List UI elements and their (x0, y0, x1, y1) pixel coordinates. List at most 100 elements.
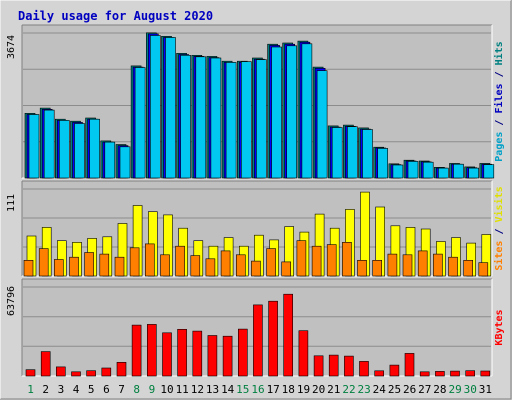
kbytes-bar-kbytes-day-18 (283, 293, 294, 377)
x-axis-label-day-20: 20 (312, 383, 325, 396)
hits-bar-pages-day-27 (422, 161, 434, 179)
kbytes-legend-label: KBytes (494, 309, 505, 345)
hits-bar-pages-day-15 (241, 61, 252, 179)
visits-legend-part-0: Sites (493, 241, 505, 271)
x-axis-label-day-18: 18 (282, 383, 295, 396)
hits-bar-pages-day-17 (271, 46, 282, 179)
kbytes-bar-kbytes-day-27 (419, 371, 430, 377)
kbytes-bar-kbytes-day-17 (268, 300, 278, 377)
hits-bar-pages-day-24 (377, 148, 389, 179)
visits-bar-sites-day-4 (69, 256, 79, 277)
hits-bar-pages-day-26 (407, 161, 419, 179)
kbytes-bar-kbytes-day-20 (313, 355, 324, 377)
hits-bar-pages-day-31 (483, 164, 495, 179)
hits-bar-pages-day-10 (165, 37, 176, 179)
kbytes-bar-kbytes-day-5 (86, 370, 96, 377)
kbytes-bar-kbytes-day-4 (71, 371, 81, 377)
kbytes-bar-kbytes-day-8 (131, 324, 142, 377)
kbytes-bar-kbytes-day-6 (101, 367, 112, 377)
hits-legend-part-0: Pages (494, 132, 505, 162)
visits-bar-sites-day-8 (129, 247, 140, 277)
x-axis-label-day-8: 8 (133, 383, 140, 396)
visits-bar-sites-day-13 (205, 258, 216, 277)
visits-bar-sites-day-22 (342, 242, 352, 277)
visits-bar-sites-day-21 (326, 244, 337, 277)
visits-bar-sites-day-2 (38, 248, 49, 277)
hits-bar-pages-day-29 (453, 163, 464, 179)
kbytes-panel: 63796 KBytes (6, 278, 505, 377)
kbytes-bar-kbytes-day-19 (298, 330, 309, 377)
x-axis-label-day-7: 7 (118, 383, 125, 396)
hits-bar-pages-day-11 (180, 54, 191, 179)
visits-bar-sites-day-7 (114, 256, 125, 277)
x-axis-label-day-28: 28 (433, 383, 446, 396)
kbytes-bar-kbytes-day-7 (116, 361, 127, 377)
visits-bar-sites-day-31 (478, 262, 489, 277)
hits-bar-pages-day-7 (119, 146, 131, 179)
hits-bar-pages-day-9 (150, 35, 161, 179)
x-axis-label-day-14: 14 (221, 383, 235, 396)
kbytes-bar-kbytes-day-11 (177, 328, 187, 377)
visits-bar-sites-day-26 (402, 254, 413, 277)
hits-panel: 3674 Pages / Files / Hits (6, 24, 505, 179)
hits-legend-part-4: Hits (493, 41, 505, 65)
hits-bar-pages-day-19 (301, 43, 313, 179)
x-axis-label-day-27: 27 (418, 383, 431, 396)
kbytes-bar-kbytes-day-15 (238, 328, 248, 377)
hits-bar-pages-day-18 (286, 45, 298, 179)
x-axis-label-day-5: 5 (88, 383, 95, 396)
hits-bar-pages-day-1 (28, 114, 40, 179)
hits-legend-part-2: Files (493, 83, 505, 113)
x-axis-label-day-6: 6 (103, 383, 110, 396)
visits-bar-sites-day-3 (53, 259, 64, 277)
hits-bar-pages-day-22 (347, 126, 358, 179)
visits-bar-sites-day-19 (296, 240, 307, 277)
x-axis-label-day-1: 1 (27, 383, 34, 396)
kbytes-bar-kbytes-day-23 (359, 361, 369, 377)
kbytes-legend-part-0: KBytes (494, 309, 505, 345)
x-axis-day-labels: 1 2 3 4 5 6 7 8 9 10 11 12 13 14 15 16 17 18 19 20 21 22 23 24 2… (27, 383, 492, 396)
kbytes-ymax-label: 63796 (6, 286, 17, 316)
hits-bar-pages-day-4 (74, 123, 85, 179)
visits-panel: 111 Sites / Visits (6, 180, 505, 277)
chart-title: Daily usage for August 2020 (18, 9, 213, 23)
hits-bar-pages-day-28 (438, 167, 449, 179)
hits-legend-label: Pages / Files / Hits (493, 41, 505, 161)
kbytes-bar-kbytes-day-21 (328, 354, 339, 377)
x-axis-label-day-26: 26 (403, 383, 416, 396)
kbytes-bar-kbytes-day-25 (389, 364, 400, 377)
visits-bar-sites-day-30 (463, 259, 474, 277)
visits-bar-sites-day-5 (84, 252, 94, 277)
visits-bar-sites-day-16 (251, 260, 261, 277)
visits-bar-sites-day-28 (433, 253, 443, 277)
kbytes-bar-kbytes-day-12 (192, 330, 203, 377)
visits-bar-sites-day-12 (190, 255, 201, 277)
hits-bar-pages-day-2 (43, 109, 55, 179)
kbytes-bar-kbytes-day-13 (207, 335, 218, 377)
visits-bar-sites-day-6 (99, 253, 110, 277)
visits-legend-part-2: Visits (493, 186, 505, 222)
x-axis-label-day-3: 3 (58, 383, 65, 396)
visits-legend-part-1: / (494, 222, 505, 240)
kbytes-bar-kbytes-day-16 (253, 304, 263, 377)
x-axis-label-day-11: 11 (176, 383, 189, 396)
hits-bar-pages-day-16 (256, 59, 267, 179)
visits-bar-sites-day-18 (281, 261, 292, 277)
x-axis-label-day-13: 13 (206, 383, 219, 396)
hits-bar-pages-day-14 (225, 62, 237, 179)
visits-bar-sites-day-17 (266, 248, 276, 277)
x-axis-label-day-31: 31 (479, 383, 492, 396)
kbytes-bar-kbytes-day-30 (465, 370, 476, 377)
visits-bar-sites-day-1 (23, 259, 34, 277)
x-axis-label-day-17: 17 (267, 383, 280, 396)
visits-bar-sites-day-11 (175, 245, 185, 277)
hits-bar-pages-day-23 (362, 129, 373, 179)
chart-panels: 3674 Pages / Files / Hits 111 Sites / Visit… (6, 24, 505, 377)
x-axis-label-day-9: 9 (149, 383, 156, 396)
visits-bar-sites-day-15 (236, 254, 246, 277)
visits-bar-sites-day-9 (145, 243, 155, 277)
visits-bar-sites-day-20 (311, 245, 322, 277)
hits-bar-pages-day-30 (468, 167, 480, 179)
kbytes-bar-kbytes-day-3 (55, 366, 66, 377)
